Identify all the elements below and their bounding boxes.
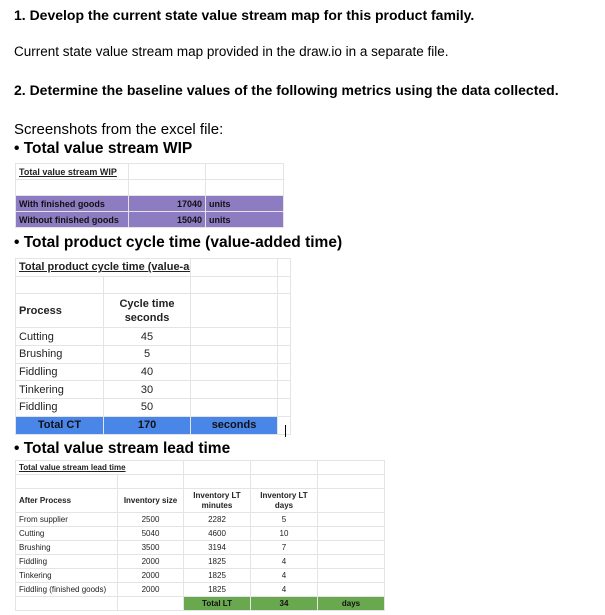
lt-cell: Cutting: [15, 526, 118, 541]
wip-cell: 17040: [128, 195, 206, 212]
ct-header-cycle-time: Cycle time seconds: [102, 293, 192, 329]
lt-cell: 2000: [117, 582, 184, 597]
ct-cell: 45: [102, 327, 192, 347]
lt-cell: 2000: [117, 568, 184, 583]
wip-cell: 15040: [128, 211, 206, 228]
wip-table: Total value stream WIP With finished goo…: [15, 163, 284, 228]
ct-cell: 50: [102, 398, 192, 417]
ct-cell: 30: [102, 380, 192, 400]
lt-cell: 5040: [117, 526, 184, 541]
lt-total-label: Total LT: [183, 596, 251, 611]
lt-cell: 4: [250, 568, 318, 583]
ct-total-label: Total CT: [15, 415, 104, 435]
lt-table-row: Fiddling 2000 1825 4: [15, 554, 385, 569]
lt-cell: 3500: [117, 540, 184, 555]
lt-total-unit: days: [317, 596, 385, 611]
lt-table-row: Tinkering 2000 1825 4: [15, 568, 385, 583]
wip-table-title: Total value stream WIP: [15, 163, 129, 180]
lt-header-after-process: After Process: [15, 488, 118, 513]
ct-cell: Fiddling: [15, 398, 104, 417]
ct-table-row: Fiddling 50: [15, 398, 292, 417]
wip-table-row: With finished goods 17040 units: [15, 195, 284, 212]
lt-cell: 10: [250, 526, 318, 541]
lt-cell: 2000: [117, 554, 184, 569]
ct-table-title: Total product cycle time (value-added ti…: [14, 258, 192, 277]
lt-table-row: Cutting 5040 4600 10: [15, 526, 385, 541]
lt-cell: Tinkering: [15, 568, 118, 583]
ct-cell: Brushing: [15, 345, 104, 364]
lt-table-row: Fiddling (finished goods) 2000 1825 4: [15, 582, 385, 597]
lt-cell: 1825: [183, 554, 251, 569]
ct-table-row: Fiddling 40: [15, 362, 292, 382]
heading-develop-vsm: 1. Develop the current state value strea…: [14, 7, 475, 23]
wip-cell: units: [205, 211, 284, 228]
wip-cell: With finished goods: [15, 195, 129, 212]
bullet-cycle-time: • Total product cycle time (value-added …: [14, 234, 343, 251]
lt-cell: 1825: [183, 582, 251, 597]
ct-cell: 5: [102, 345, 192, 364]
lt-cell: 2500: [117, 512, 184, 527]
lt-table-title: Total value stream lead time: [15, 460, 184, 475]
ct-header-process: Process: [15, 293, 104, 329]
lead-time-table: Total value stream lead time After Proce…: [15, 460, 385, 611]
lt-table-row: From supplier 2500 2282 5: [15, 512, 385, 527]
ct-total-value: 170: [102, 415, 192, 435]
lt-cell: Brushing: [15, 540, 118, 555]
lt-cell: Fiddling (finished goods): [15, 582, 118, 597]
heading-baseline-metrics: 2. Determine the baseline values of the …: [14, 82, 559, 98]
text-cursor: [285, 425, 286, 437]
paragraph-screenshots: Screenshots from the excel file:: [14, 121, 224, 138]
bullet-wip: • Total value stream WIP: [14, 140, 193, 157]
lt-cell: 3194: [183, 540, 251, 555]
lt-cell: From supplier: [15, 512, 118, 527]
lt-cell: 4: [250, 554, 318, 569]
ct-table-row: Cutting 45: [15, 327, 292, 347]
ct-table-row: Tinkering 30: [15, 380, 292, 400]
paragraph-vsm-note: Current state value stream map provided …: [14, 44, 449, 59]
lt-cell: 4: [250, 582, 318, 597]
wip-cell: units: [205, 195, 284, 212]
wip-cell: Without finished goods: [15, 211, 129, 228]
wip-table-row: Without finished goods 15040 units: [15, 211, 284, 228]
lt-total-value: 34: [250, 596, 318, 611]
ct-table-row: Brushing 5: [15, 345, 292, 364]
lt-cell: 7: [250, 540, 318, 555]
lt-header-inventory-size: Inventory size: [117, 488, 184, 513]
lt-cell: 1825: [183, 568, 251, 583]
cycle-time-table: Total product cycle time (value-added ti…: [14, 258, 292, 435]
lt-header-lt-days: Inventory LT days: [250, 488, 318, 513]
bullet-lead-time: • Total value stream lead time: [14, 440, 231, 457]
ct-cell: 40: [102, 362, 192, 382]
ct-cell: Cutting: [15, 327, 104, 347]
lt-cell: 4600: [183, 526, 251, 541]
lt-header-lt-minutes: Inventory LT minutes: [183, 488, 251, 513]
lt-cell: Fiddling: [15, 554, 118, 569]
lt-cell: 5: [250, 512, 318, 527]
ct-total-unit: seconds: [190, 415, 279, 435]
lt-table-row: Brushing 3500 3194 7: [15, 540, 385, 555]
ct-cell: Tinkering: [15, 380, 104, 400]
ct-cell: Fiddling: [15, 362, 104, 382]
lt-cell: 2282: [183, 512, 251, 527]
